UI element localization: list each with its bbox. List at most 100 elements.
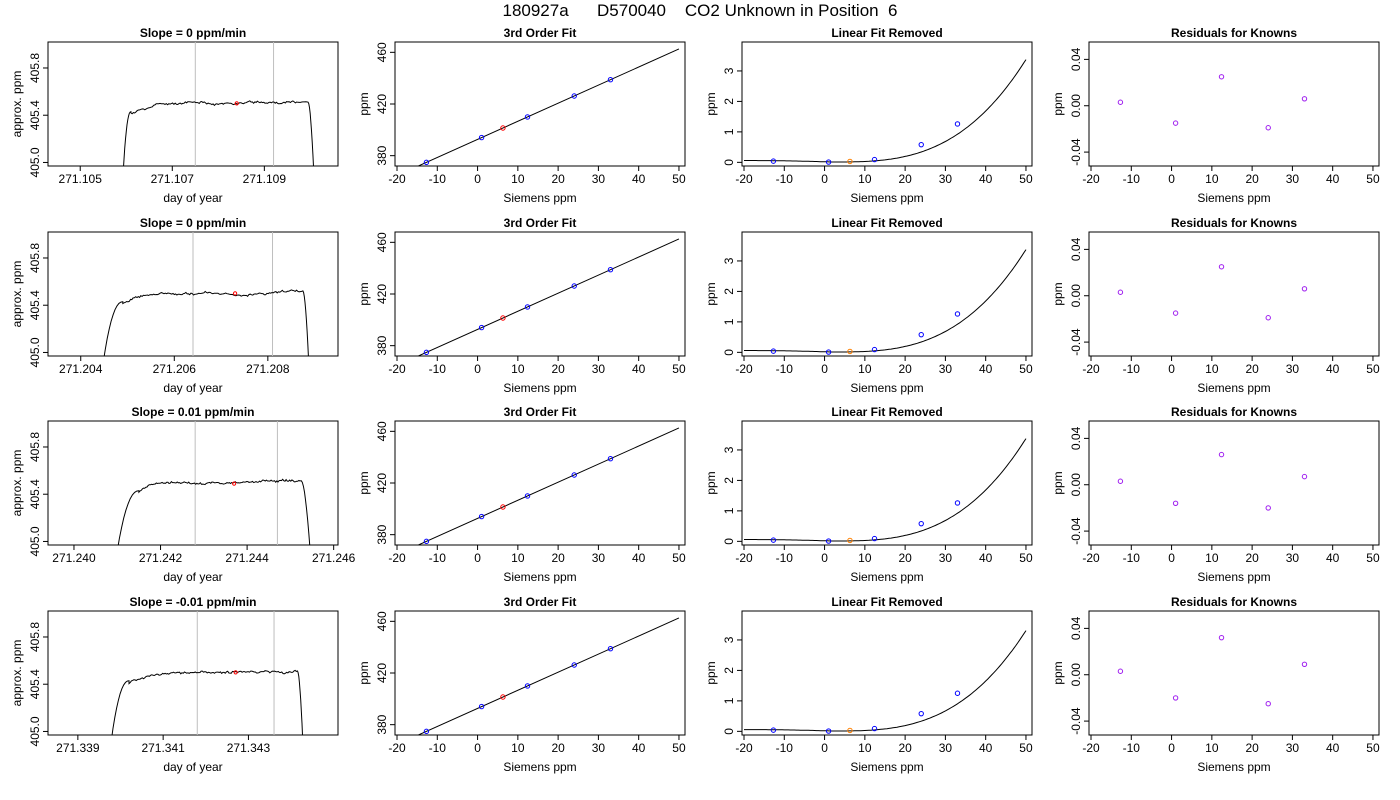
y-tick-label: 405.4 (28, 479, 42, 509)
y-tick-label: 0.04 (1069, 47, 1083, 71)
residual-point (1218, 451, 1225, 458)
known-point (423, 538, 430, 545)
panel-fit: 3rd Order Fit -20 -10 0 10 20 30 40 50 380 420 460 S… (357, 595, 686, 774)
x-tick-label: 40 (1326, 551, 1340, 565)
y-axis-label: ppm (1051, 661, 1065, 684)
residual-point (1301, 473, 1308, 480)
x-tick-label: 271.242 (139, 551, 183, 565)
x-tick-label: 271.208 (246, 362, 290, 376)
x-tick-label: -10 (776, 362, 794, 376)
y-tick-label: 3 (722, 67, 736, 74)
known-point (770, 537, 777, 543)
y-tick-label: 0 (722, 538, 736, 545)
x-tick-label: 40 (979, 172, 993, 186)
plot-frame (741, 231, 1033, 357)
x-axis-label: Siemens ppm (1197, 760, 1270, 774)
x-tick-label: 10 (1205, 551, 1219, 565)
known-point (571, 472, 577, 478)
x-tick-label: 0 (474, 362, 481, 376)
plot-area (123, 42, 314, 166)
concentration-trace (111, 669, 303, 735)
x-tick-label: 271.206 (153, 362, 197, 376)
plot-area (103, 232, 309, 356)
known-point (918, 520, 924, 527)
known-point (524, 493, 531, 499)
known-point (918, 710, 924, 717)
panel-title: Slope = 0 ppm/min (140, 216, 246, 230)
x-tick-label: 0 (474, 551, 481, 565)
plot-area (744, 630, 1027, 734)
residual-point (1265, 125, 1271, 131)
panel-title: Linear Fit Removed (831, 595, 942, 609)
plot-frame (1088, 420, 1380, 546)
known-point (871, 156, 878, 163)
x-axis-label: Siemens ppm (503, 760, 576, 774)
x-tick-label: 40 (979, 551, 993, 565)
y-tick-label: 1 (722, 128, 736, 135)
panel-title: Linear Fit Removed (831, 26, 942, 40)
known-point (770, 727, 777, 733)
x-tick-label: 0 (821, 362, 828, 376)
x-axis-label: Siemens ppm (503, 381, 576, 395)
panel-title: Slope = 0.01 ppm/min (131, 405, 254, 419)
x-axis-label: Siemens ppm (850, 381, 923, 395)
panel-fit: 3rd Order Fit -20 -10 0 10 20 30 40 50 380 420 460 S… (357, 405, 686, 584)
known-point (918, 331, 924, 338)
x-tick-label: 40 (632, 551, 646, 565)
panel-title: Slope = -0.01 ppm/min (129, 595, 256, 609)
x-tick-label: -20 (1082, 551, 1100, 565)
x-tick-label: 20 (1245, 362, 1259, 376)
y-tick-label: 405.0 (28, 337, 42, 367)
y-axis-label: ppm (357, 282, 371, 305)
y-tick-label: 380 (375, 524, 389, 544)
residual-point (1172, 695, 1179, 701)
known-point (524, 683, 531, 689)
x-tick-label: 30 (1286, 362, 1300, 376)
x-tick-label: 10 (511, 551, 525, 565)
x-tick-label: -20 (1082, 362, 1100, 376)
x-tick-label: -10 (429, 551, 447, 565)
x-tick-label: 20 (551, 172, 565, 186)
unknown-point (847, 158, 853, 165)
panel-title: Slope = 0 ppm/min (140, 26, 246, 40)
residual-point (1265, 505, 1271, 511)
panel-timeseries: Slope = 0 ppm/min 271.204 271.206 271.208 40… (10, 216, 339, 395)
concentration-trace (103, 289, 309, 356)
unknown-point (847, 537, 853, 544)
x-tick-label: 271.246 (312, 551, 356, 565)
x-tick-label: 271.204 (59, 362, 103, 376)
y-tick-label: 380 (375, 335, 389, 355)
x-tick-label: -10 (429, 741, 447, 755)
known-point (607, 456, 614, 462)
panel-linear-removed: Linear Fit Removed -20 -10 0 10 20 30 40 50 0 1 2 3 S… (704, 26, 1033, 205)
plot-frame (1088, 610, 1380, 736)
x-tick-label: -10 (776, 172, 794, 186)
x-tick-label: 10 (1205, 172, 1219, 186)
x-axis-label: Siemens ppm (850, 760, 923, 774)
y-tick-label: 405.4 (28, 100, 42, 130)
plot-frame (1088, 41, 1380, 167)
x-tick-label: 271.109 (243, 172, 287, 186)
known-point (524, 114, 531, 120)
y-tick-label: 460 (375, 421, 389, 441)
x-tick-label: 50 (1366, 741, 1380, 755)
x-tick-label: -10 (1123, 551, 1141, 565)
x-tick-label: 50 (1019, 172, 1033, 186)
y-tick-label: 0 (722, 159, 736, 166)
y-axis-label: approx. ppm (10, 261, 24, 328)
y-tick-label: 380 (375, 714, 389, 734)
y-tick-label: 0.00 (1069, 94, 1083, 118)
plot-area (1117, 264, 1308, 321)
panel-title: 3rd Order Fit (504, 216, 577, 230)
y-tick-label: -0.04 (1069, 517, 1083, 545)
x-tick-label: 10 (511, 362, 525, 376)
x-tick-label: 20 (1245, 741, 1259, 755)
known-point (871, 725, 878, 732)
y-tick-label: 405.8 (28, 622, 42, 652)
figure-title: 180927a D570040 CO2 Unknown in Position … (502, 1, 898, 20)
panel-timeseries: Slope = 0.01 ppm/min 271.240 271.242 271.24… (10, 405, 356, 584)
x-tick-label: 10 (858, 362, 872, 376)
x-tick-label: 20 (898, 741, 912, 755)
x-axis-label: day of year (163, 191, 222, 205)
